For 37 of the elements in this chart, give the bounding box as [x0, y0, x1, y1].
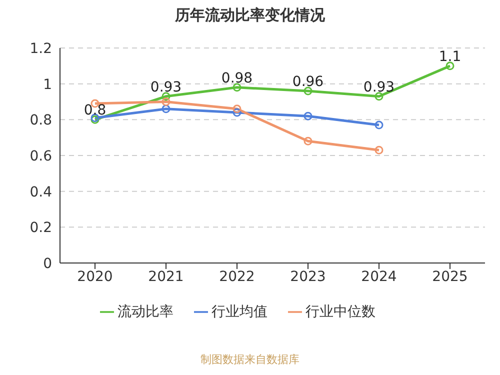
y-tick-label: 0.4 — [30, 184, 52, 200]
point — [304, 112, 312, 120]
x-tick-label: 2023 — [290, 268, 326, 285]
legend-label: 流动比率 — [118, 304, 174, 320]
data-label: 0.93 — [363, 79, 395, 96]
y-tick-label: 0.2 — [30, 220, 52, 236]
point — [446, 62, 454, 70]
data-label: 0.96 — [292, 74, 324, 90]
point — [232, 83, 242, 92]
legend-label: 行业中位数 — [306, 304, 376, 320]
data-label: 0.93 — [150, 79, 182, 96]
point — [374, 146, 384, 154]
point — [162, 98, 170, 106]
point — [162, 104, 170, 114]
point — [304, 136, 312, 146]
x-tick-label: 2025 — [432, 268, 468, 285]
x-tick-label: 2020 — [77, 268, 113, 285]
data-label: 1.1 — [438, 48, 462, 65]
point — [232, 108, 242, 117]
x-tick-label: 2022 — [219, 268, 255, 285]
legend-label: 行业均值 — [212, 304, 268, 320]
data-label: 0.8 — [84, 102, 106, 119]
point — [232, 104, 242, 114]
chart-title: 历年流动比率变化情况 — [174, 6, 326, 25]
data-label: 0.98 — [221, 70, 253, 86]
y-tick-label: 0.6 — [30, 148, 52, 164]
point — [162, 92, 170, 101]
text: 制图数据来自数据库 — [200, 352, 300, 367]
point — [374, 120, 384, 130]
y-tick-label: 1.2 — [30, 40, 52, 57]
point — [304, 86, 312, 96]
point — [374, 92, 384, 101]
x-tick-label: 2024 — [361, 268, 397, 285]
y-tick-label: 1 — [43, 76, 52, 93]
y-tick-label: 0.8 — [30, 112, 52, 129]
y-tick-label: 0 — [43, 256, 52, 272]
x-tick-label: 2021 — [148, 268, 184, 285]
